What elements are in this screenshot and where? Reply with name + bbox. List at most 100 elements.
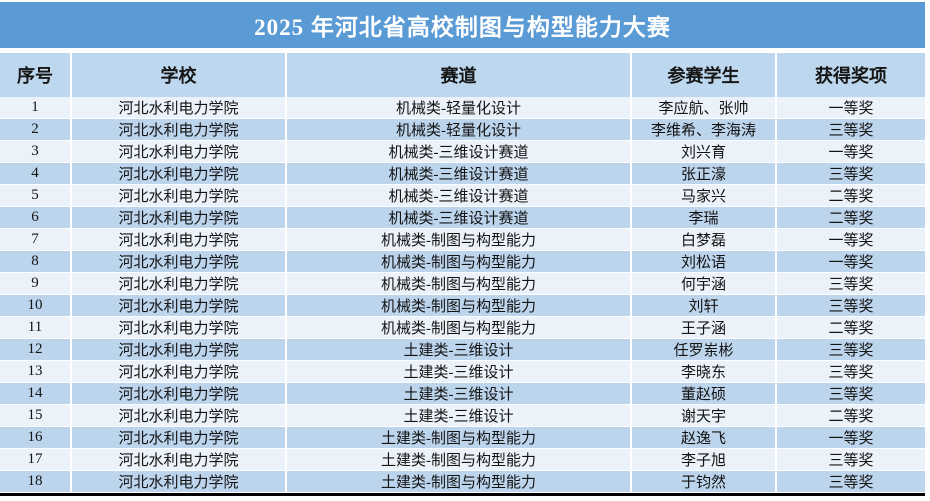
cell-students: 马家兴 [632, 185, 777, 206]
cell-track: 机械类-制图与构型能力 [287, 273, 632, 294]
cell-track: 土建类-制图与构型能力 [287, 449, 632, 470]
cell-track: 土建类-制图与构型能力 [287, 471, 632, 492]
cell-students: 刘兴育 [632, 141, 777, 162]
cell-school: 河北水利电力学院 [72, 229, 287, 250]
cell-students: 何宇涵 [632, 273, 777, 294]
cell-track: 机械类-制图与构型能力 [287, 295, 632, 316]
cell-index: 9 [0, 273, 72, 294]
cell-students: 刘轩 [632, 295, 777, 316]
table-row: 9 河北水利电力学院 机械类-制图与构型能力 何宇涵 三等奖 [0, 273, 925, 295]
col-header-track: 赛道 [287, 53, 632, 97]
cell-track: 机械类-制图与构型能力 [287, 229, 632, 250]
cell-index: 1 [0, 97, 72, 118]
table-row: 17 河北水利电力学院 土建类-制图与构型能力 李子旭 三等奖 [0, 449, 925, 471]
table-row: 2 河北水利电力学院 机械类-轻量化设计 李维希、李海涛 三等奖 [0, 119, 925, 141]
cell-school: 河北水利电力学院 [72, 119, 287, 140]
cell-school: 河北水利电力学院 [72, 185, 287, 206]
table-row: 14 河北水利电力学院 土建类-三维设计 董赵硕 三等奖 [0, 383, 925, 405]
cell-students: 谢天宇 [632, 405, 777, 426]
cell-students: 任罗岽彬 [632, 339, 777, 360]
cell-school: 河北水利电力学院 [72, 295, 287, 316]
cell-track: 土建类-三维设计 [287, 339, 632, 360]
cell-index: 14 [0, 383, 72, 404]
cell-school: 河北水利电力学院 [72, 361, 287, 382]
cell-award: 一等奖 [777, 141, 925, 162]
cell-index: 2 [0, 119, 72, 140]
table-row: 15 河北水利电力学院 土建类-三维设计 谢天宇 二等奖 [0, 405, 925, 427]
cell-award: 三等奖 [777, 119, 925, 140]
cell-school: 河北水利电力学院 [72, 449, 287, 470]
cell-track: 机械类-三维设计赛道 [287, 207, 632, 228]
cell-school: 河北水利电力学院 [72, 383, 287, 404]
cell-students: 赵逸飞 [632, 427, 777, 448]
cell-students: 张正濠 [632, 163, 777, 184]
cell-students: 李瑞 [632, 207, 777, 228]
cell-award: 一等奖 [777, 427, 925, 448]
cell-students: 王子涵 [632, 317, 777, 338]
table-row: 7 河北水利电力学院 机械类-制图与构型能力 白梦磊 一等奖 [0, 229, 925, 251]
table-row: 6 河北水利电力学院 机械类-三维设计赛道 李瑞 二等奖 [0, 207, 925, 229]
table-row: 11 河北水利电力学院 机械类-制图与构型能力 王子涵 二等奖 [0, 317, 925, 339]
cell-track: 机械类-轻量化设计 [287, 97, 632, 118]
cell-school: 河北水利电力学院 [72, 97, 287, 118]
cell-school: 河北水利电力学院 [72, 339, 287, 360]
col-header-award: 获得奖项 [777, 53, 925, 97]
cell-students: 刘松语 [632, 251, 777, 272]
table-row: 5 河北水利电力学院 机械类-三维设计赛道 马家兴 二等奖 [0, 185, 925, 207]
cell-school: 河北水利电力学院 [72, 141, 287, 162]
cell-index: 10 [0, 295, 72, 316]
cell-school: 河北水利电力学院 [72, 317, 287, 338]
table-body: 1 河北水利电力学院 机械类-轻量化设计 李应航、张帅 一等奖 2 河北水利电力学院 机械类-… [0, 97, 925, 493]
cell-award: 三等奖 [777, 273, 925, 294]
table-row: 1 河北水利电力学院 机械类-轻量化设计 李应航、张帅 一等奖 [0, 97, 925, 119]
cell-track: 机械类-三维设计赛道 [287, 163, 632, 184]
cell-index: 11 [0, 317, 72, 338]
cell-award: 三等奖 [777, 471, 925, 492]
cell-award: 三等奖 [777, 449, 925, 470]
cell-award: 三等奖 [777, 361, 925, 382]
cell-school: 河北水利电力学院 [72, 405, 287, 426]
cell-award: 一等奖 [777, 251, 925, 272]
cell-students: 李应航、张帅 [632, 97, 777, 118]
cell-track: 机械类-三维设计赛道 [287, 141, 632, 162]
cell-award: 三等奖 [777, 295, 925, 316]
table-row: 3 河北水利电力学院 机械类-三维设计赛道 刘兴育 一等奖 [0, 141, 925, 163]
cell-track: 土建类-三维设计 [287, 361, 632, 382]
table-row: 16 河北水利电力学院 土建类-制图与构型能力 赵逸飞 一等奖 [0, 427, 925, 449]
cell-students: 白梦磊 [632, 229, 777, 250]
cell-students: 李维希、李海涛 [632, 119, 777, 140]
cell-index: 15 [0, 405, 72, 426]
table-row: 18 河北水利电力学院 土建类-制图与构型能力 于钧然 三等奖 [0, 471, 925, 493]
col-header-school: 学校 [72, 53, 287, 97]
cell-index: 8 [0, 251, 72, 272]
cell-students: 李子旭 [632, 449, 777, 470]
cell-index: 17 [0, 449, 72, 470]
cell-award: 三等奖 [777, 339, 925, 360]
cell-track: 土建类-三维设计 [287, 405, 632, 426]
cell-award: 二等奖 [777, 317, 925, 338]
cell-index: 7 [0, 229, 72, 250]
cell-award: 一等奖 [777, 229, 925, 250]
col-header-index: 序号 [0, 53, 72, 97]
cell-award: 二等奖 [777, 207, 925, 228]
cell-track: 机械类-制图与构型能力 [287, 251, 632, 272]
cell-school: 河北水利电力学院 [72, 163, 287, 184]
cell-award: 二等奖 [777, 185, 925, 206]
cell-index: 5 [0, 185, 72, 206]
cell-track: 土建类-制图与构型能力 [287, 427, 632, 448]
cell-award: 二等奖 [777, 405, 925, 426]
table-row: 12 河北水利电力学院 土建类-三维设计 任罗岽彬 三等奖 [0, 339, 925, 361]
cell-award: 一等奖 [777, 97, 925, 118]
cell-index: 16 [0, 427, 72, 448]
cell-school: 河北水利电力学院 [72, 273, 287, 294]
cell-school: 河北水利电力学院 [72, 427, 287, 448]
cell-index: 18 [0, 471, 72, 492]
cell-index: 6 [0, 207, 72, 228]
table-row: 8 河北水利电力学院 机械类-制图与构型能力 刘松语 一等奖 [0, 251, 925, 273]
table-bottom-border [0, 493, 925, 496]
cell-students: 李晓东 [632, 361, 777, 382]
cell-index: 12 [0, 339, 72, 360]
cell-track: 机械类-三维设计赛道 [287, 185, 632, 206]
cell-school: 河北水利电力学院 [72, 207, 287, 228]
cell-school: 河北水利电力学院 [72, 471, 287, 492]
